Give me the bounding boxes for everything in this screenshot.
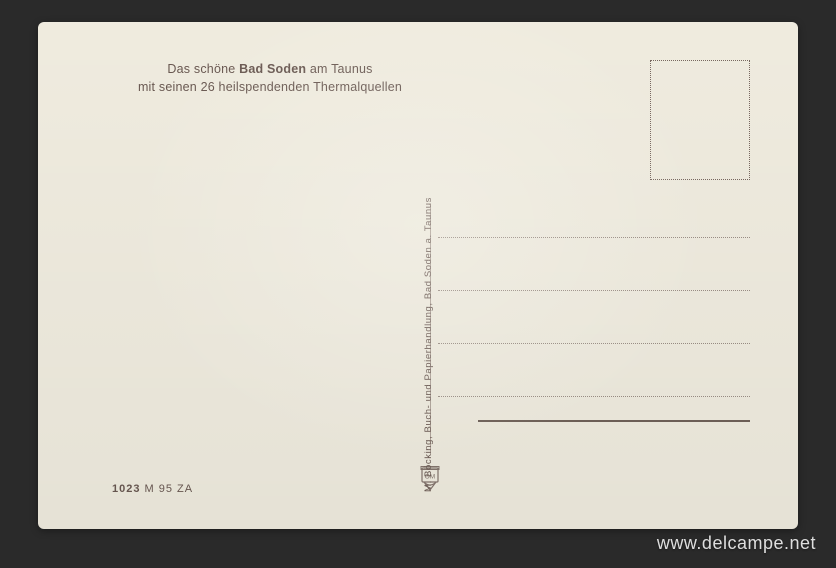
address-line-1: [438, 237, 750, 238]
address-line-2: [438, 290, 750, 291]
caption-prefix: Das schöne: [167, 62, 239, 76]
center-divider: [430, 204, 431, 454]
stamp-box: [650, 60, 750, 180]
caption-block: Das schöne Bad Soden am Taunus mit seine…: [110, 60, 430, 96]
postcard: Das schöne Bad Soden am Taunus mit seine…: [38, 22, 798, 529]
print-code-bold: 1023: [112, 483, 140, 495]
caption-suffix: am Taunus: [306, 62, 372, 76]
address-underline: [478, 420, 750, 422]
address-line-3: [438, 343, 750, 344]
caption-line-2: mit seinen 26 heilspendenden Thermalquel…: [110, 78, 430, 96]
address-line-4: [438, 396, 750, 397]
caption-line-1: Das schöne Bad Soden am Taunus: [110, 60, 430, 78]
print-code-rest: M 95 ZA: [140, 483, 193, 495]
publisher-text: M. Böcking, Buch- und Papierhandlung, Ba…: [423, 197, 434, 492]
address-lines: [438, 237, 750, 397]
print-code: 1023 M 95 ZA: [112, 483, 193, 495]
svg-text:OM: OM: [425, 474, 435, 481]
caption-bold: Bad Soden: [239, 62, 306, 76]
watermark-text: www.delcampe.net: [657, 533, 816, 554]
publisher-crest-icon: OM: [420, 466, 440, 492]
